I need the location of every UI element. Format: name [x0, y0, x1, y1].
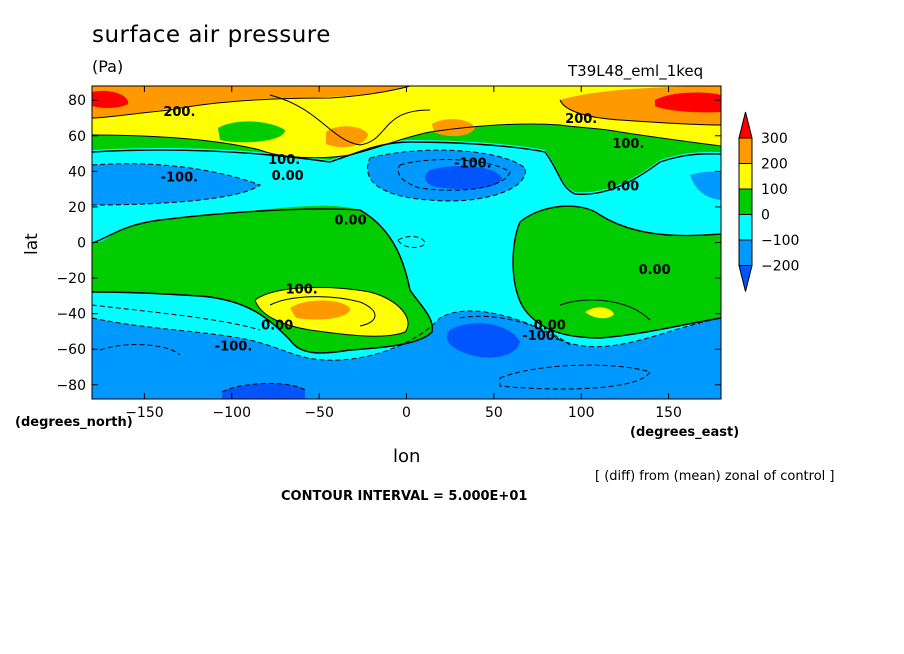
contour-thin-1 [269, 296, 376, 327]
y-tick-label: −60 [56, 342, 86, 358]
run-label: T39L48_eml_1keq [568, 62, 704, 80]
x-axis-title: lon [393, 446, 421, 467]
band-red-west [92, 90, 129, 108]
band-red-east [655, 92, 721, 113]
contour-interval: CONTOUR INTERVAL = 5.000E+01 [281, 489, 528, 504]
contour-neg-far-south [499, 364, 651, 390]
contour-labels: 200. 200.100.0.00-100.-100.100.0.000.000.… [161, 105, 671, 355]
contour-neg-north-west [92, 163, 262, 206]
x-axis: −150 −100 −50 0 50 100 150 [125, 86, 682, 421]
colorbar-segment [738, 214, 753, 241]
x-tick-label: −150 [125, 405, 163, 421]
contour-neg-small [397, 236, 426, 248]
y-tick-label: 20 [68, 200, 86, 216]
x-tick-label: 0 [402, 405, 411, 421]
band-neg-south [92, 310, 721, 399]
band-orange-island-2 [432, 119, 475, 137]
colorbar-label: −100 [761, 233, 799, 249]
contour-zero-central [92, 208, 434, 354]
color-bar-legend: 300 200 100 0 −100 −200 [738, 111, 799, 292]
band-neg-mid-lats-north [92, 163, 260, 205]
x-tick-label: −100 [213, 405, 251, 421]
colorbar-label: 200 [761, 157, 788, 173]
y-tick-label: 80 [68, 93, 86, 109]
band-neg-east-north [690, 171, 721, 200]
contour-200-north [92, 86, 721, 126]
colorbar-bottom-arrow [738, 265, 753, 292]
contour-label: 0.00 [335, 213, 367, 228]
contour-label: 0.00 [607, 180, 639, 195]
y-tick-label: 60 [68, 129, 86, 145]
contour-neg-south-2 [92, 304, 571, 346]
contour-label: 0.00 [261, 318, 293, 333]
colorbar-segment [738, 137, 753, 164]
colorbar-segment [738, 239, 753, 266]
contour-label: -100. [454, 156, 491, 171]
contour-label: 100. [612, 137, 644, 152]
y-tick-label: −80 [56, 378, 86, 394]
contour-label: -100. [161, 171, 198, 186]
band-deep-low-north [425, 166, 502, 190]
contour-zero-east [512, 205, 721, 339]
y-tick-label: −40 [56, 307, 86, 323]
contour-neg-far-south-2 [221, 383, 306, 393]
band-deep-low-south-2 [222, 383, 305, 399]
band-pos-east [513, 206, 721, 338]
y-tick-label: 0 [77, 236, 86, 252]
contour-label: 0.00 [272, 169, 304, 184]
y-axis: 80 60 40 20 0 −20 −40 −60 −80 [56, 93, 721, 394]
colorbar-label: −200 [761, 259, 799, 275]
y-tick-label: −20 [56, 271, 86, 287]
band-deep-low-south-1 [446, 323, 520, 358]
y-tick-label: 40 [68, 164, 86, 180]
colorbar-label: 100 [761, 182, 788, 198]
contour-lines-pos [92, 86, 721, 337]
chart-title: surface air pressure [92, 22, 331, 48]
contour-label: -100. [215, 340, 252, 355]
contour-lines-neg [92, 149, 721, 393]
contour-label: 200. [163, 105, 195, 120]
band-orange-north-west [92, 86, 410, 118]
contour-label: -100. [522, 329, 559, 344]
band-orange-island-1 [326, 126, 368, 148]
colorbar-segment [738, 188, 753, 215]
colorbar-segment [738, 163, 753, 190]
y-units-label: (degrees_north) [15, 415, 133, 430]
colorbar-top-arrow [738, 111, 753, 139]
contour-label: 0.00 [534, 318, 566, 333]
band-green-island-west [218, 121, 285, 143]
colorbar-label: 0 [761, 208, 770, 224]
contour-neg-mid-lat [99, 344, 181, 356]
x-units-label: (degrees_east) [630, 425, 740, 440]
contour-label: 100. [268, 153, 300, 168]
contour-thin-north [269, 94, 431, 146]
x-tick-label: 50 [485, 405, 503, 421]
contour-neg-north-inner [397, 159, 511, 191]
contour-100-south [254, 287, 409, 337]
band-orange-south [290, 300, 351, 320]
contour-label: 0.00 [639, 263, 671, 278]
colorbar-label: 300 [761, 131, 788, 147]
x-tick-label: 150 [655, 405, 682, 421]
band-yellow-east [585, 307, 614, 319]
contour-neg-north-mid [367, 149, 526, 202]
plot-area: 200. 200.100.0.00-100.-100.100.0.000.000.… [92, 86, 721, 399]
diff-note: [ (diff) from (mean) zonal of control ] [595, 469, 835, 484]
chart-units: (Pa) [92, 57, 124, 76]
contour-thin-2 [559, 299, 651, 321]
contour-zero-north [92, 141, 721, 195]
y-axis-title: lat [22, 233, 42, 255]
x-tick-label: 100 [568, 405, 595, 421]
x-tick-label: −50 [304, 405, 334, 421]
contour-100-north [92, 123, 721, 159]
contour-label: 100. [286, 283, 318, 298]
contour-label: 200. [565, 112, 597, 127]
contour-neg-south [92, 310, 721, 361]
contour-lines [92, 141, 721, 354]
